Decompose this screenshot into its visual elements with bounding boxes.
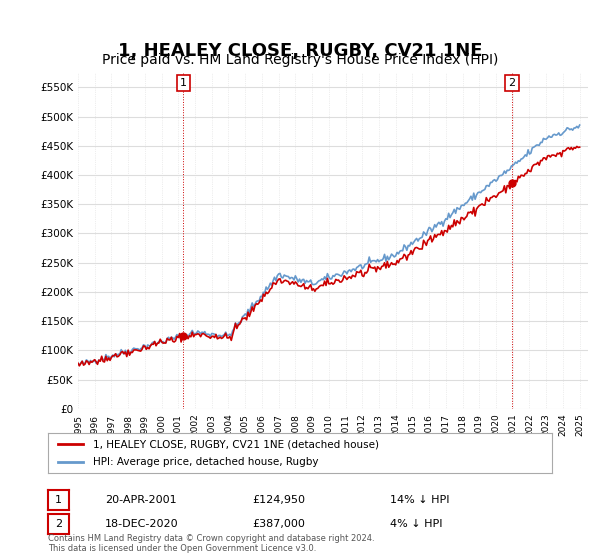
Text: £387,000: £387,000 <box>252 519 305 529</box>
Text: Price paid vs. HM Land Registry's House Price Index (HPI): Price paid vs. HM Land Registry's House … <box>102 53 498 67</box>
Text: HPI: Average price, detached house, Rugby: HPI: Average price, detached house, Rugb… <box>94 457 319 467</box>
Text: 1: 1 <box>55 495 62 505</box>
Text: 1, HEALEY CLOSE, RUGBY, CV21 1NE: 1, HEALEY CLOSE, RUGBY, CV21 1NE <box>118 42 482 60</box>
Text: 20-APR-2001: 20-APR-2001 <box>105 495 176 505</box>
Text: 18-DEC-2020: 18-DEC-2020 <box>105 519 179 529</box>
Text: £124,950: £124,950 <box>252 495 305 505</box>
Text: 1: 1 <box>180 78 187 88</box>
Text: 2: 2 <box>509 78 515 88</box>
Text: 2: 2 <box>55 519 62 529</box>
Text: 4% ↓ HPI: 4% ↓ HPI <box>390 519 443 529</box>
Text: 14% ↓ HPI: 14% ↓ HPI <box>390 495 449 505</box>
Text: Contains HM Land Registry data © Crown copyright and database right 2024.
This d: Contains HM Land Registry data © Crown c… <box>48 534 374 553</box>
Text: 1, HEALEY CLOSE, RUGBY, CV21 1NE (detached house): 1, HEALEY CLOSE, RUGBY, CV21 1NE (detach… <box>94 439 379 449</box>
